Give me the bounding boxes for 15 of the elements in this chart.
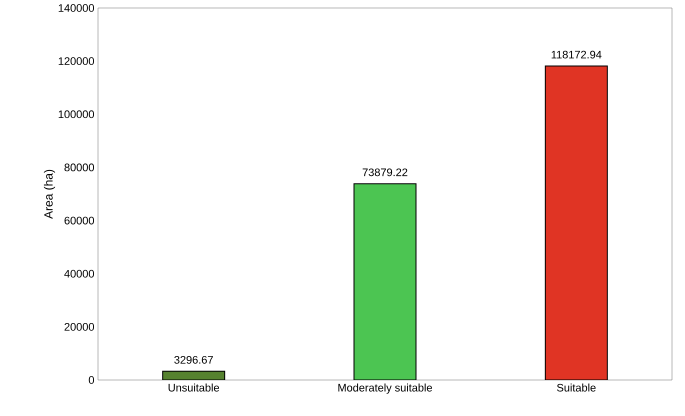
y-tick-label: 60000 xyxy=(64,216,94,224)
data-label: 3296.67 xyxy=(174,356,213,364)
x-tick-label: Moderately suitable xyxy=(338,384,432,394)
data-label: 118172.94 xyxy=(552,50,602,58)
y-tick-label: 40000 xyxy=(64,270,94,278)
y-tick-label: 20000 xyxy=(64,322,94,331)
y-tick-label: 80000 xyxy=(64,164,94,172)
y-tick-label: 100000 xyxy=(58,110,94,118)
y-axis-title: Area (ha) xyxy=(44,170,56,219)
y-tick-label: 0 xyxy=(88,376,94,384)
data-label: 73879.22 xyxy=(362,168,408,176)
x-tick-label: Suitable xyxy=(557,384,596,392)
x-tick-label: Unsuitable xyxy=(168,384,220,392)
y-tick-label: 140000 xyxy=(58,4,94,12)
y-tick-label: 120000 xyxy=(58,57,94,66)
